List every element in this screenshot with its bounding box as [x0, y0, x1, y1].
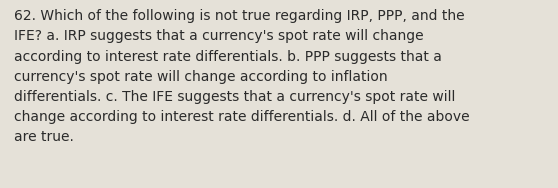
Text: 62. Which of the following is not true regarding IRP, PPP, and the
IFE? a. IRP s: 62. Which of the following is not true r…: [14, 9, 470, 144]
